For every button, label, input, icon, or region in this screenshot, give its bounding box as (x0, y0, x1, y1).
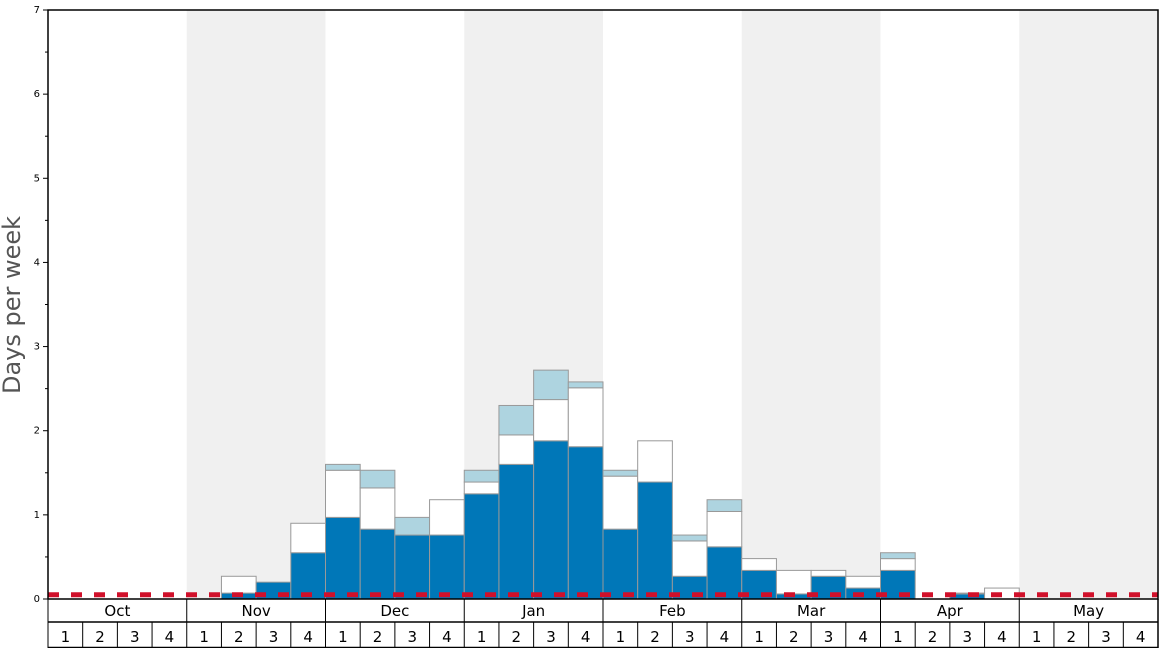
week-label: 4 (581, 628, 591, 646)
bar-series-2-week-12 (429, 499, 465, 536)
week-label: 2 (512, 628, 522, 646)
bar-series-2-week-13 (463, 481, 500, 495)
month-label-feb: Feb (659, 602, 686, 620)
bar-series-3-week-20 (706, 499, 743, 512)
week-label: 3 (824, 628, 834, 646)
bar-series-3-week-19 (671, 534, 708, 542)
bar-series-1-week-14 (498, 463, 535, 600)
week-label: 3 (962, 628, 972, 646)
week-label: 4 (303, 628, 313, 646)
y-tick-label: 0 (34, 594, 40, 605)
bar-series-1-week-10 (359, 528, 396, 600)
y-tick-label: 6 (34, 89, 40, 100)
week-label: 4 (1136, 628, 1146, 646)
month-label-apr: Apr (937, 602, 964, 620)
bar-series-3-week-14 (498, 404, 535, 436)
bar-series-2-week-17 (602, 475, 639, 530)
week-label: 2 (650, 628, 660, 646)
bar-series-2-week-16 (567, 387, 604, 448)
bar-series-3-week-25 (880, 552, 916, 560)
week-label: 2 (928, 628, 938, 646)
bar-series-1-week-8 (290, 552, 326, 600)
x-axis: Oct 1 2 3 4 Nov 1 2 3 4 Dec 1 2 3 4 Jan 1 2 3 4 Feb 1 2 3 4 Mar 1 2… (47, 599, 1159, 648)
y-tick-label: 5 (34, 173, 40, 184)
bar-series-2-week-24 (845, 575, 881, 589)
bar-series-3-week-15 (533, 369, 569, 401)
bar-series-1-week-20 (706, 546, 743, 600)
month-label-nov: Nov (241, 602, 270, 620)
bar-series-1-week-11 (394, 534, 431, 600)
week-label: 1 (477, 628, 487, 646)
week-label: 2 (95, 628, 105, 646)
week-label: 2 (1067, 628, 1077, 646)
week-label: 3 (546, 628, 556, 646)
bar-series-2-week-6 (220, 575, 257, 594)
month-label-mar: Mar (797, 602, 826, 620)
week-label: 4 (165, 628, 175, 646)
bar-series-1-week-17 (602, 528, 639, 600)
y-tick-label: 3 (34, 342, 40, 353)
month-band-mar (741, 10, 881, 599)
week-label: 1 (61, 628, 71, 646)
bar-series-3-week-10 (359, 469, 396, 489)
bar-series-2-week-15 (533, 399, 569, 442)
week-label: 1 (616, 628, 626, 646)
bar-series-3-week-16 (567, 381, 604, 389)
y-axis-label: Days per week (0, 216, 26, 394)
month-label-oct: Oct (104, 602, 130, 620)
bar-series-3-week-13 (463, 469, 500, 483)
week-label: 2 (789, 628, 799, 646)
week-label: 1 (893, 628, 903, 646)
bar-series-2-week-18 (637, 440, 673, 483)
month-band-nov (186, 10, 326, 599)
month-label-may: May (1073, 602, 1104, 620)
bar-series-1-week-13 (463, 493, 500, 600)
y-tick-label: 4 (34, 257, 40, 268)
bar-series-1-week-16 (567, 446, 604, 600)
bar-series-3-week-11 (394, 516, 431, 536)
bar-series-2-week-22 (775, 569, 812, 595)
bar-series-2-week-23 (810, 569, 847, 577)
bar-series-1-week-15 (533, 440, 569, 600)
bar-series-2-week-10 (359, 487, 396, 530)
y-tick-label: 1 (34, 510, 40, 521)
week-label: 4 (858, 628, 868, 646)
month-label-jan: Jan (521, 602, 545, 620)
month-bands (186, 10, 1158, 599)
bar-series-2-week-9 (325, 469, 361, 518)
week-label: 4 (997, 628, 1007, 646)
bar-series-2-week-14 (498, 434, 535, 465)
bar-series-3-week-17 (602, 469, 639, 477)
bar-series-2-week-25 (880, 558, 916, 571)
week-label: 1 (1032, 628, 1042, 646)
week-label: 3 (407, 628, 417, 646)
y-tick-label: 2 (34, 426, 40, 437)
week-label: 1 (199, 628, 209, 646)
bars (220, 369, 1020, 600)
week-label: 3 (269, 628, 279, 646)
week-label: 4 (442, 628, 452, 646)
bar-series-1-week-18 (637, 481, 673, 600)
week-label: 2 (234, 628, 244, 646)
bar-series-2-week-20 (706, 510, 743, 548)
bar-series-1-week-9 (325, 516, 361, 600)
month-band-may (1019, 10, 1158, 599)
week-label: 1 (754, 628, 764, 646)
week-label: 3 (1101, 628, 1111, 646)
month-label-dec: Dec (380, 602, 409, 620)
week-label: 1 (338, 628, 348, 646)
y-tick-label: 7 (34, 5, 40, 16)
week-label: 2 (373, 628, 383, 646)
week-label: 3 (685, 628, 695, 646)
bar-series-3-week-9 (325, 463, 361, 471)
bar-series-2-week-21 (741, 558, 777, 571)
bar-series-2-week-8 (290, 522, 326, 554)
bar-series-2-week-19 (671, 540, 708, 577)
y-axis: 0 1 2 3 4 5 6 7 (34, 5, 48, 605)
week-label: 4 (720, 628, 730, 646)
week-label: 3 (130, 628, 140, 646)
bar-series-1-week-12 (429, 534, 465, 600)
